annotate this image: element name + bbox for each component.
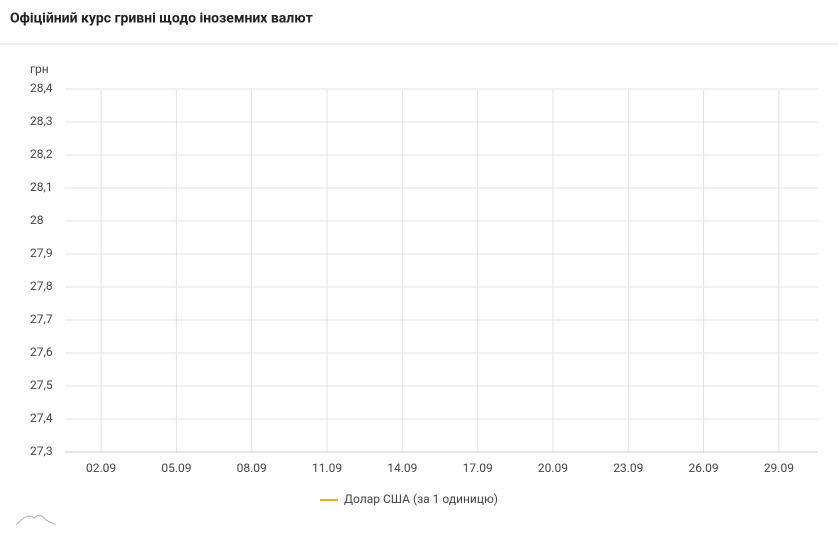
y-tick-label: 27,6 <box>30 345 53 359</box>
x-tick-label: 20.09 <box>538 461 568 475</box>
x-tick-label: 11.09 <box>312 461 342 475</box>
x-tick-label: 08.09 <box>237 461 267 475</box>
y-tick-label: 28 <box>30 213 44 227</box>
y-tick-label: 28,4 <box>30 81 53 95</box>
logo <box>15 514 57 526</box>
y-tick-label: 28,1 <box>30 180 53 194</box>
y-tick-label: 27,8 <box>30 279 53 293</box>
y-tick-label: 28,3 <box>30 114 53 128</box>
x-tick-label: 29.09 <box>764 461 794 475</box>
chart-title: Офіційний курс гривні щодо іноземних вал… <box>10 11 313 27</box>
y-tick-label: 27,9 <box>30 246 53 260</box>
x-tick-label: 17.09 <box>463 461 493 475</box>
y-tick-label: 27,7 <box>30 312 53 326</box>
y-tick-label: 28,2 <box>30 147 53 161</box>
y-tick-label: 27,4 <box>30 411 53 425</box>
y-tick-label: 27,3 <box>30 444 53 458</box>
y-axis-label: грн <box>30 62 49 76</box>
x-tick-label: 02.09 <box>86 461 116 475</box>
x-tick-label: 26.09 <box>689 461 719 475</box>
x-tick-label: 05.09 <box>161 461 191 475</box>
x-tick-label: 23.09 <box>613 461 643 475</box>
legend-label: Долар США (за 1 одиницю) <box>344 492 498 506</box>
y-tick-label: 27,5 <box>30 378 53 392</box>
x-tick-label: 14.09 <box>387 461 417 475</box>
